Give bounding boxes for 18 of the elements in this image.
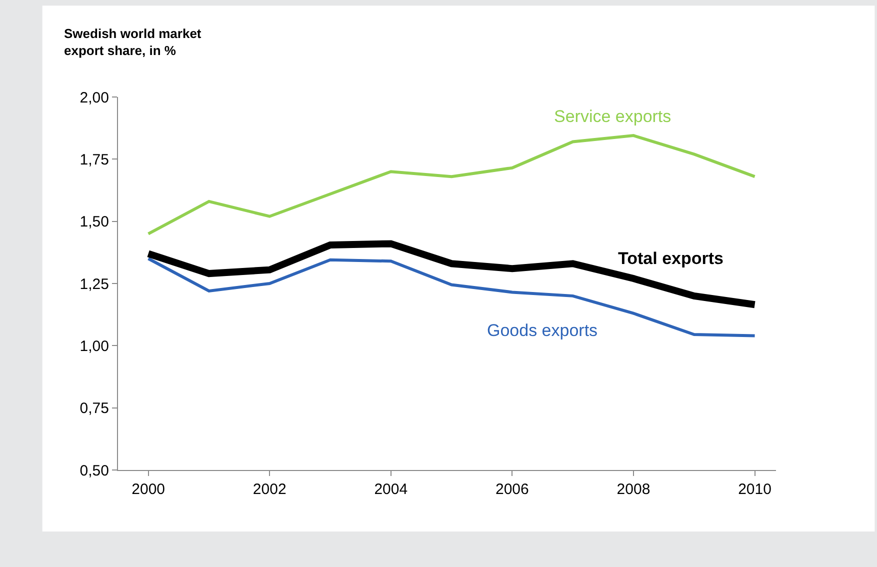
- y-axis-title: Swedish world market export share, in %: [64, 26, 202, 58]
- line-series: [146, 134, 756, 236]
- x-tick-label: 2000: [132, 481, 166, 498]
- y-tick-label: 1,00: [80, 338, 109, 355]
- x-tick-label: 2002: [252, 481, 286, 498]
- x-tick-label: 2006: [496, 481, 529, 498]
- series-label: Total exports: [618, 249, 724, 268]
- x-tick-label: 2010: [738, 481, 772, 498]
- y-tick-label: 0,50: [80, 462, 109, 480]
- x-tick-label: 2004: [374, 481, 408, 498]
- series-label: Service exports: [554, 107, 672, 126]
- y-tick-label: 2,00: [80, 89, 109, 106]
- y-tick-label: 1,25: [80, 276, 109, 293]
- y-tick-label: 0,75: [80, 400, 109, 418]
- series-label: Goods exports: [487, 321, 598, 340]
- x-tick-label: 2008: [616, 481, 650, 498]
- y-tick-label: 1,50: [80, 214, 109, 231]
- y-tick-label: 1,75: [80, 151, 109, 168]
